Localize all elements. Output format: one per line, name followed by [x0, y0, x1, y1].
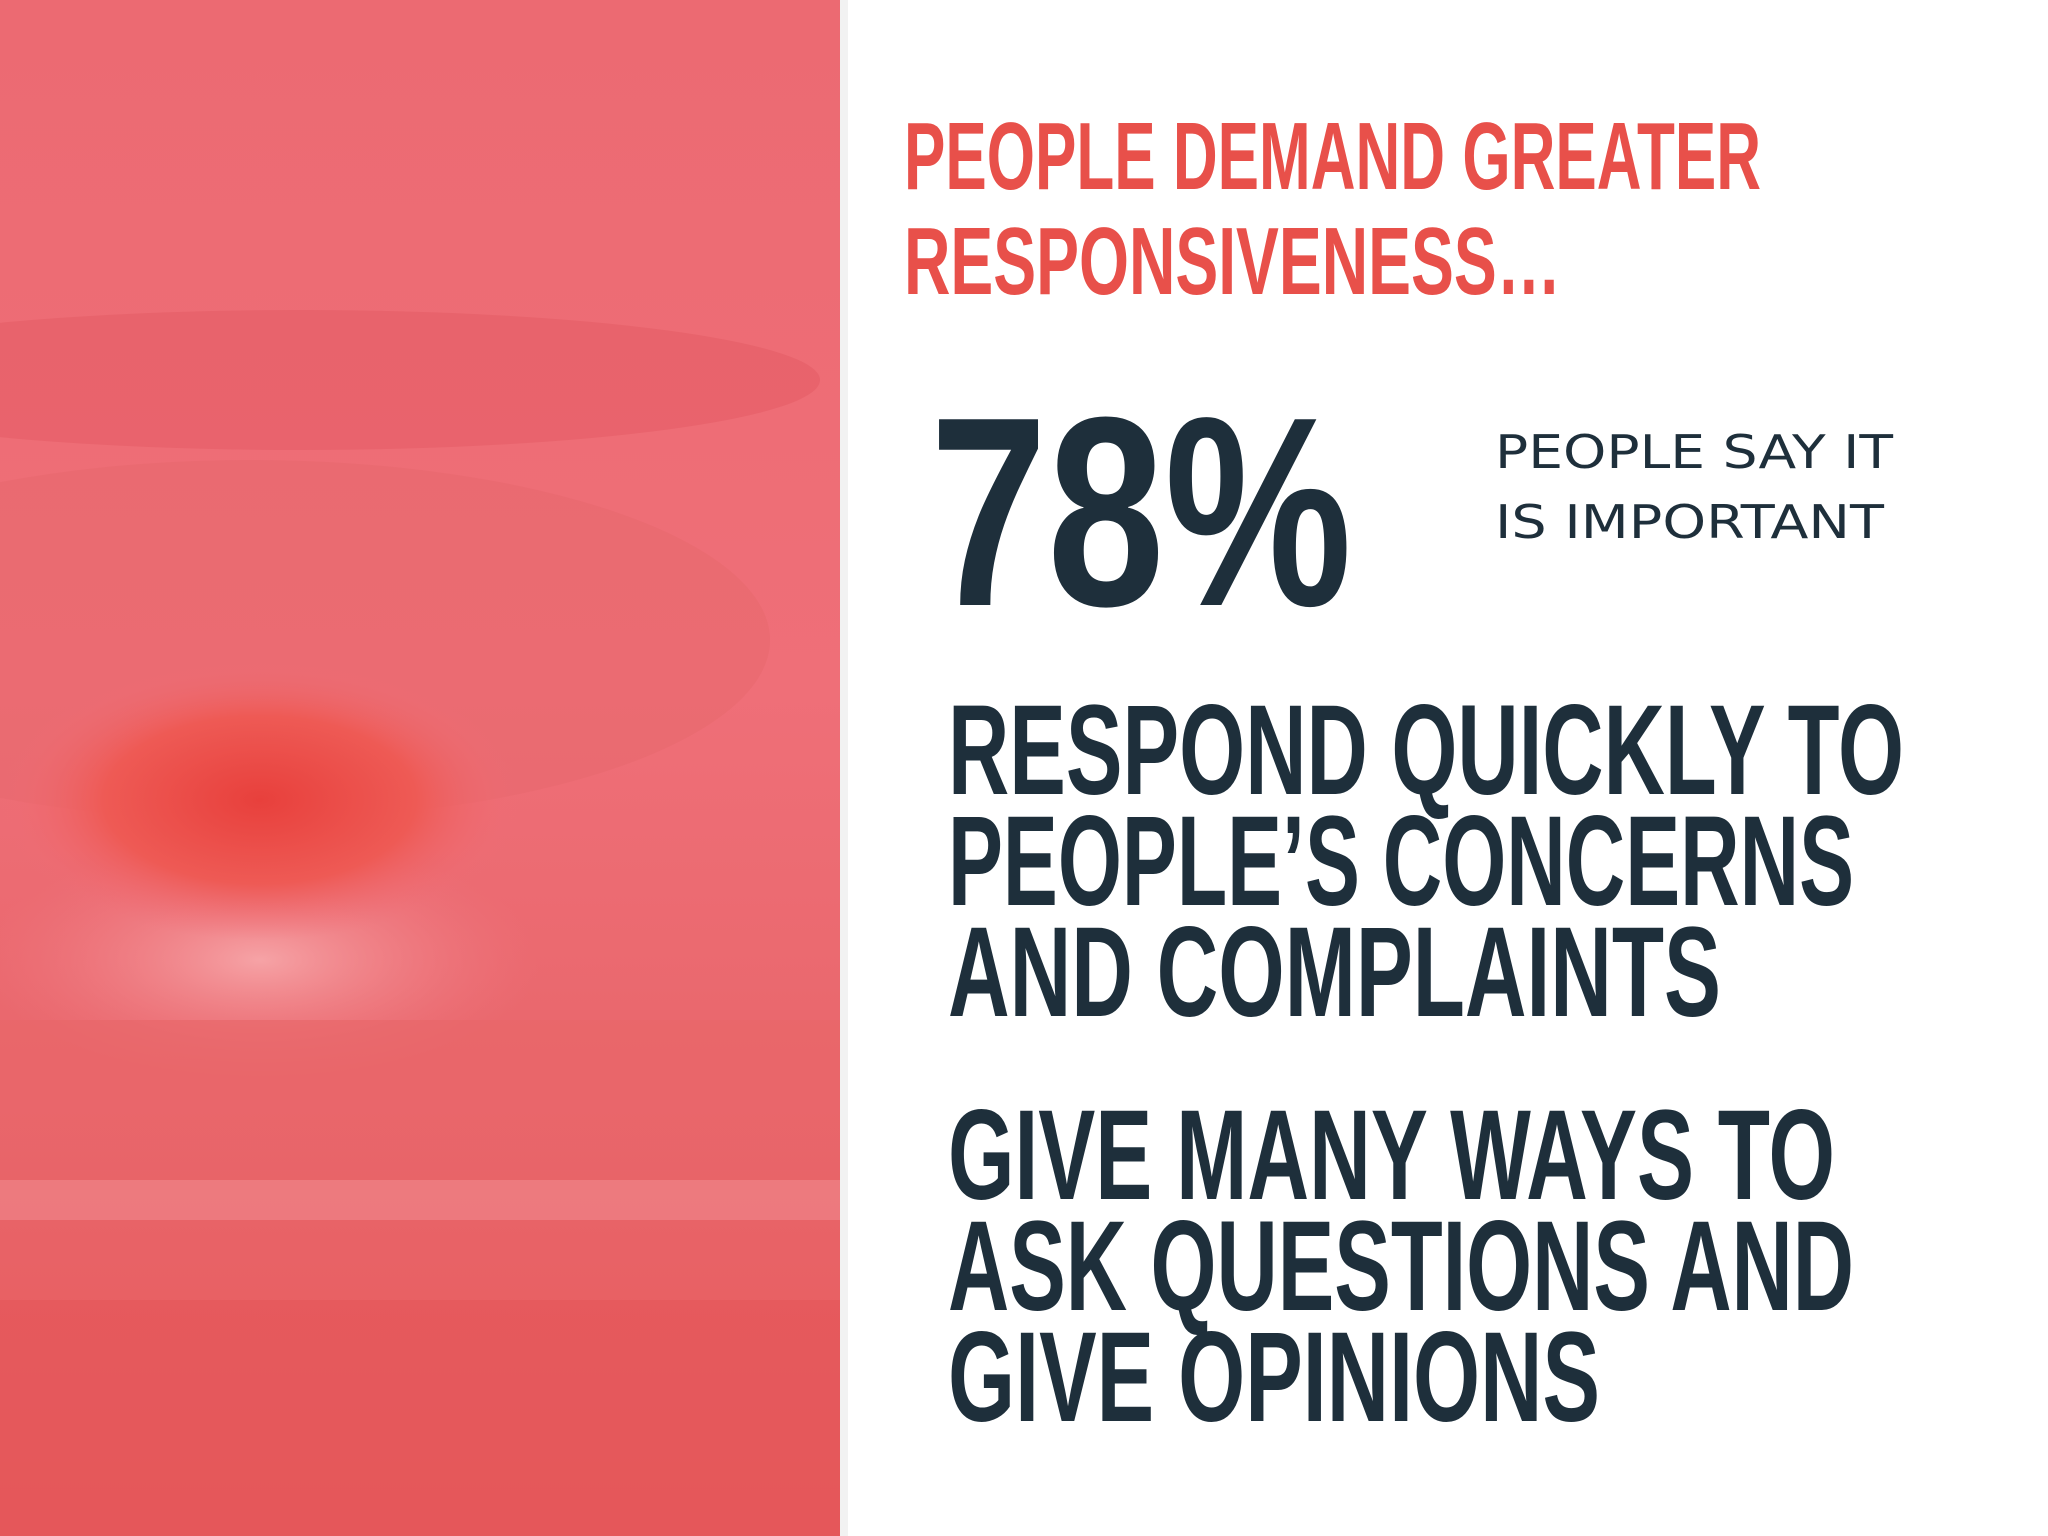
stat-value: 78%: [930, 362, 1352, 663]
stat-caption: PEOPLE SAY IT IS IMPORTANT: [1495, 425, 1894, 549]
caption-line: IS IMPORTANT: [1495, 495, 1885, 549]
point-line: GIVE MANY WAYS TO: [948, 1084, 1835, 1227]
title-line: PEOPLE DEMAND GREATER: [904, 103, 1761, 210]
photo-panel: [0, 0, 840, 1536]
caption-line: PEOPLE SAY IT: [1495, 425, 1894, 479]
point-line: PEOPLE’S CONCERNS: [948, 790, 1854, 933]
point-line: ASK QUESTIONS AND: [948, 1195, 1854, 1338]
point: GIVE MANY WAYS TO ASK QUESTIONS AND GIVE…: [948, 1084, 1854, 1449]
title-line: RESPONSIVENESS…: [904, 208, 1561, 315]
point: RESPOND QUICKLY TO PEOPLE’S CONCERNS AND…: [948, 679, 1904, 1044]
heading: PEOPLE DEMAND GREATER RESPONSIVENESS…: [904, 103, 1761, 315]
point-line: RESPOND QUICKLY TO: [948, 679, 1904, 822]
point-line: GIVE OPINIONS: [948, 1306, 1600, 1449]
divider: [840, 0, 848, 1536]
point-line: AND COMPLAINTS: [948, 901, 1721, 1044]
